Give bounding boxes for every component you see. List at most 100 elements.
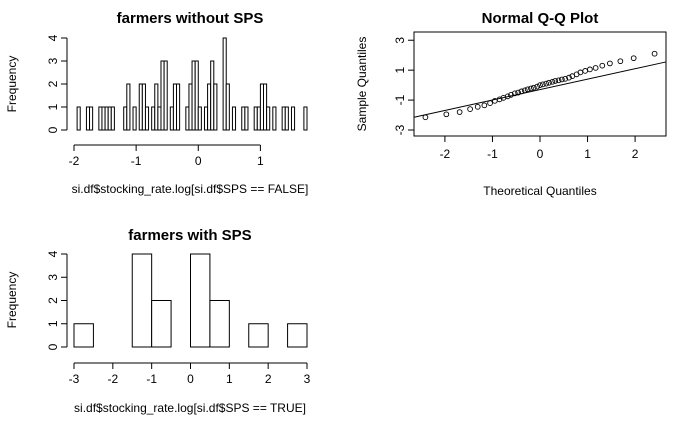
- qq-point: [543, 80, 550, 87]
- qq-point: [518, 88, 525, 95]
- x-tick-label: -3: [69, 372, 80, 386]
- x-tick-label: 1: [257, 154, 264, 168]
- qq-point: [534, 83, 540, 90]
- hist-bar: [76, 106, 81, 131]
- y-tick-label: 2: [46, 297, 60, 304]
- hist-bar: [266, 106, 271, 131]
- qq-point: [537, 82, 543, 88]
- hist-bar: [225, 83, 230, 131]
- qq-panel: Normal Q-Q Plot Theoretical Quantiles Sa…: [355, 10, 667, 198]
- hist-bar: [131, 253, 153, 348]
- y-tick-label: 3: [393, 37, 407, 44]
- qq-ylabel: Sample Quantiles: [355, 37, 369, 132]
- hist-with-panel: farmers with SPS si.df$stocking_rate.log…: [5, 227, 311, 415]
- qq-axes: -2 -1 0 1 2 -3 -1 1 3: [393, 37, 639, 161]
- qq-point: [559, 76, 565, 83]
- y-tick-label: 1: [46, 320, 60, 327]
- qq-point: [617, 58, 624, 65]
- qq-point: [481, 102, 488, 109]
- qq-point: [528, 85, 534, 92]
- y-tick-label: 4: [46, 250, 60, 257]
- hist-without-ylabel: Frequency: [5, 56, 19, 113]
- hist-with-xlabel: si.df$stocking_rate.log[si.df$SPS == TRU…: [74, 401, 306, 415]
- qq-point: [577, 69, 584, 76]
- qq-point: [515, 89, 521, 96]
- qq-point: [566, 74, 572, 81]
- hist-with-ylabel: Frequency: [5, 272, 19, 329]
- hist-bar: [213, 83, 218, 131]
- hist-bar: [209, 300, 230, 348]
- qq-point: [592, 65, 599, 71]
- qq-point: [651, 50, 658, 57]
- x-tick-label: -1: [131, 154, 142, 168]
- qq-point: [524, 86, 531, 93]
- hist-bar: [194, 60, 199, 131]
- qq-point: [599, 62, 606, 69]
- y-tick-label: -1: [393, 94, 407, 105]
- qq-point: [540, 81, 546, 88]
- hist-bar: [73, 323, 94, 348]
- qq-point: [549, 78, 556, 85]
- hist-bar: [126, 83, 131, 131]
- x-tick-label: 3: [304, 372, 311, 386]
- hist-bar: [244, 106, 249, 131]
- x-tick-label: -1: [146, 372, 157, 386]
- x-tick-label: 0: [195, 154, 202, 168]
- hist-with-title: farmers with SPS: [128, 227, 251, 244]
- qq-point: [467, 106, 473, 112]
- qq-point: [508, 91, 514, 98]
- y-tick-label: 1: [46, 103, 60, 110]
- x-tick-label: 0: [537, 147, 544, 161]
- qq-point: [582, 68, 589, 74]
- y-tick-label: 4: [46, 34, 60, 41]
- qq-point: [456, 109, 463, 115]
- hist-bar: [248, 323, 269, 348]
- hist-bar: [176, 83, 181, 131]
- hist-bar: [287, 323, 308, 348]
- qq-point: [511, 90, 518, 97]
- hist-bar: [132, 106, 137, 131]
- x-tick-label: -1: [487, 147, 498, 161]
- hist-bar: [231, 106, 237, 131]
- hist-bar: [89, 106, 94, 131]
- qq-point: [552, 78, 559, 84]
- hist-without-axes: -2 -1 0 1 0 1 2 3 4: [46, 34, 264, 168]
- hist-with-axes: -3 -2 -1 0 1 2 3 0 1 2 3 4: [46, 250, 311, 386]
- qq-point: [562, 75, 569, 82]
- hist-bar: [303, 106, 308, 131]
- hist-bar: [110, 106, 115, 131]
- qq-point: [555, 77, 562, 84]
- hist-with-bars: [73, 253, 308, 348]
- qq-point: [530, 84, 537, 91]
- qq-point: [443, 111, 450, 118]
- hist-without-panel: farmers without SPS si.df$stocking_rate.…: [5, 10, 308, 196]
- hist-bar: [144, 106, 150, 131]
- hist-without-title: farmers without SPS: [117, 10, 264, 27]
- qq-points: [422, 50, 658, 121]
- qq-point: [521, 87, 528, 94]
- qq-point: [630, 55, 637, 62]
- qq-point: [487, 100, 493, 106]
- hist-without-bars: [76, 37, 308, 131]
- x-tick-label: 0: [187, 372, 194, 386]
- qq-reference-line: [413, 61, 667, 118]
- x-tick-label: -2: [107, 372, 118, 386]
- y-tick-label: 1: [393, 67, 407, 74]
- qq-point: [496, 96, 503, 103]
- y-tick-label: -3: [393, 124, 407, 135]
- qq-point: [607, 60, 613, 67]
- x-tick-label: 2: [632, 147, 639, 161]
- qq-point: [546, 79, 552, 86]
- qq-xlabel: Theoretical Quantiles: [483, 184, 596, 198]
- y-tick-label: 2: [46, 80, 60, 87]
- hist-bar: [163, 60, 168, 131]
- hist-bar: [190, 253, 211, 348]
- x-tick-label: -2: [69, 154, 80, 168]
- x-tick-label: -2: [440, 147, 451, 161]
- qq-title: Normal Q-Q Plot: [482, 10, 599, 27]
- qq-point: [474, 103, 481, 110]
- y-tick-label: 0: [46, 343, 60, 350]
- qq-plot-box: [413, 31, 667, 137]
- hist-bar: [197, 106, 202, 131]
